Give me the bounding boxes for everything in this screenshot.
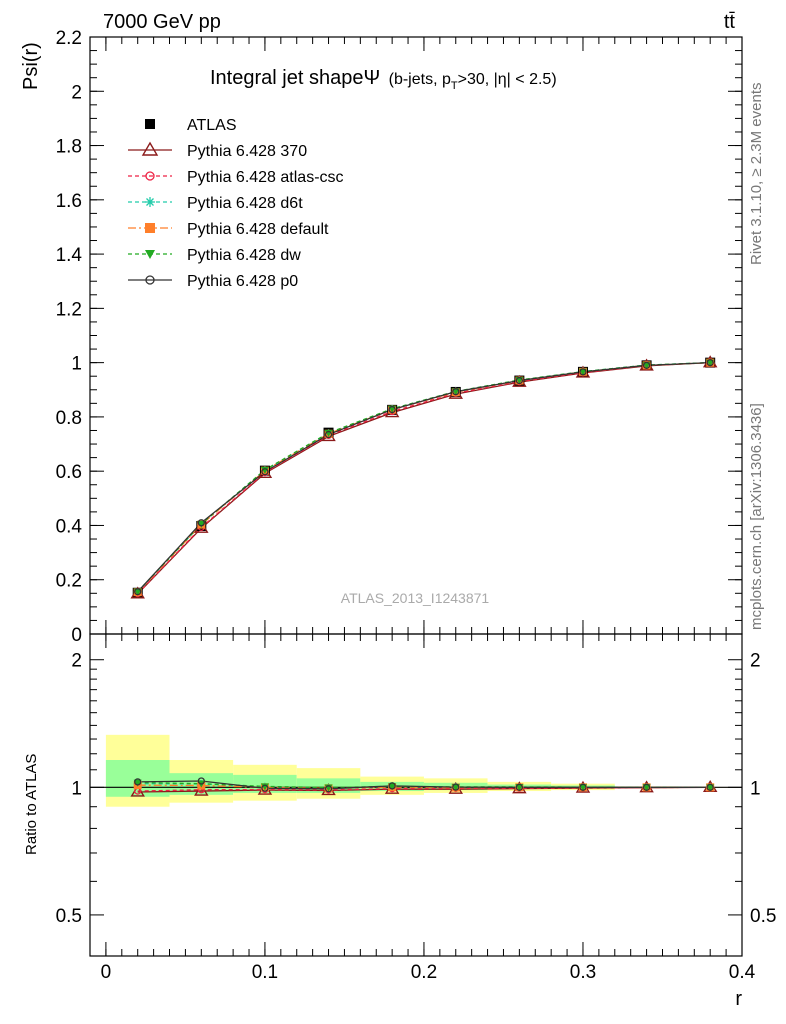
y-tick-label-1: 0.2 [56,571,82,592]
ratio-point-5-7 [579,783,587,791]
y-tick-label-3: 0.6 [56,462,82,483]
legend-label-0: ATLAS [187,117,237,134]
x-tick-label-0: 0 [101,962,112,983]
x-tick-label-1: 0.1 [252,962,278,983]
point-5-1 [197,520,206,528]
process-label: tt̄ [724,11,736,33]
legend-marker-6 [145,275,155,285]
ratio-tick-label-right-2: 2 [750,651,761,672]
point-6-6 [515,376,524,385]
main-series-lines [137,361,711,595]
main-title-sub-rest: >30, |η| < 2.5) [458,71,557,88]
legend-marker-0 [145,119,155,129]
ratio-point-5-4 [388,782,396,790]
y-tick-label-11: 2.2 [56,28,82,49]
legend-marker-1 [141,141,159,156]
main-title: Integral jet shapeΨ (b-jets, pT>30, |η| … [210,67,557,92]
point-6-5 [452,388,460,396]
ratio-tick-label-right-1: 1 [750,778,761,799]
point-5-9 [706,359,715,367]
ratio-plot-frame [89,633,743,957]
legend-label-2: Pythia 6.428 atlas-csc [187,169,344,186]
ratio-point-5-0 [134,778,142,786]
point-6-9 [706,358,714,367]
ratio-point-5-6 [515,783,524,791]
x-tick-label-4: 0.4 [729,962,756,983]
point-6-3 [324,430,333,439]
axis-ticks: 0 0.2 0.4 0.6 0.8 1 1.2 1.4 1.6 1.8 2 2.2 0.5 0.5 1 1 2 2… [56,28,777,983]
ratio-point-4-9 [706,784,715,792]
y-tick-label-0: 0 [71,625,82,646]
ratio-point-4-0 [133,779,142,787]
y-tick-label-10: 2 [71,82,82,103]
main-title-sub: (b-jets, p [389,71,451,88]
x-axis-label: r [735,988,742,1010]
series-line-5 [137,361,711,593]
ratio-point-5-2 [261,784,269,792]
legend-label-5: Pythia 6.428 dw [187,247,301,264]
point-6-7 [579,368,587,376]
y-tick-label-8: 1.6 [56,191,82,212]
ratio-tick-label-right-0: 0.5 [750,906,776,927]
legend-marker-5 [145,250,155,259]
analysis-watermark: ATLAS_2013_I1243871 [341,590,490,606]
energy-label: 7000 GeV pp [103,11,221,33]
ratio-tick-label-0: 0.5 [56,906,82,927]
ratio-tick-label-1: 1 [71,778,82,799]
point-6-8 [642,361,651,370]
series-line-6 [137,361,711,593]
point-5-2 [260,466,269,474]
ratio-line-5 [137,780,711,790]
y-tick-label-6: 1.2 [56,299,82,320]
main-title-sub-index: T [451,80,458,92]
legend-label-3: Pythia 6.428 d6t [187,195,303,212]
y-tick-label-9: 1.8 [56,137,82,158]
ratio-uncertainty-bands [90,734,742,807]
x-tick-label-3: 0.3 [570,962,596,983]
y-axis-label-main: Psi(r) [20,42,42,90]
series-line-2 [137,361,711,595]
point-6-4 [388,405,396,414]
legend-marker-3 [145,197,155,207]
legend-label-4: Pythia 6.428 default [187,221,329,238]
series-line-3 [137,361,711,593]
ratio-point-4-2 [260,783,269,791]
legend: ATLAS Pythia 6.428 370 Pythia 6.428 atlas-… [128,117,344,290]
ratio-point-5-8 [642,783,651,791]
y-tick-label-5: 1 [71,354,82,375]
ratio-point-4-8 [642,784,651,792]
legend-label-6: Pythia 6.428 p0 [187,273,298,290]
ratio-point-5-5 [452,783,460,791]
x-tick-label-2: 0.2 [411,962,437,983]
ratio-point-5-3 [324,785,333,793]
ratio-point-4-7 [578,784,587,792]
legend-marker-2 [145,171,155,181]
mcplots-label: mcplots.cern.ch [arXiv:1306.3436] [748,403,765,630]
legend-marker-4 [145,223,155,233]
y-tick-label-2: 0.4 [56,516,83,537]
y-tick-label-4: 0.8 [56,408,82,429]
ratio-tick-label-2: 2 [71,651,82,672]
y-axis-label-ratio: Ratio to ATLAS [23,754,40,855]
series-line-1 [137,361,711,595]
point-6-2 [261,468,269,476]
point-6-0 [134,588,142,596]
ratio-point-5-1 [197,777,205,785]
point-6-1 [197,519,205,527]
series-markers [130,355,718,797]
ratio-point-4-4 [388,783,397,791]
rivet-version-label: Rivet 3.1.10, ≥ 2.3M events [748,83,765,266]
legend-label-1: Pythia 6.428 370 [187,143,307,160]
ratio-point-5-9 [706,783,714,791]
point-5-0 [133,588,142,596]
y-tick-label-7: 1.4 [56,245,83,266]
ratio-point-4-5 [451,783,460,791]
series-line-4 [137,361,711,593]
main-title-text: Integral jet shapeΨ [210,67,380,89]
ratio-series-lines [137,780,711,793]
